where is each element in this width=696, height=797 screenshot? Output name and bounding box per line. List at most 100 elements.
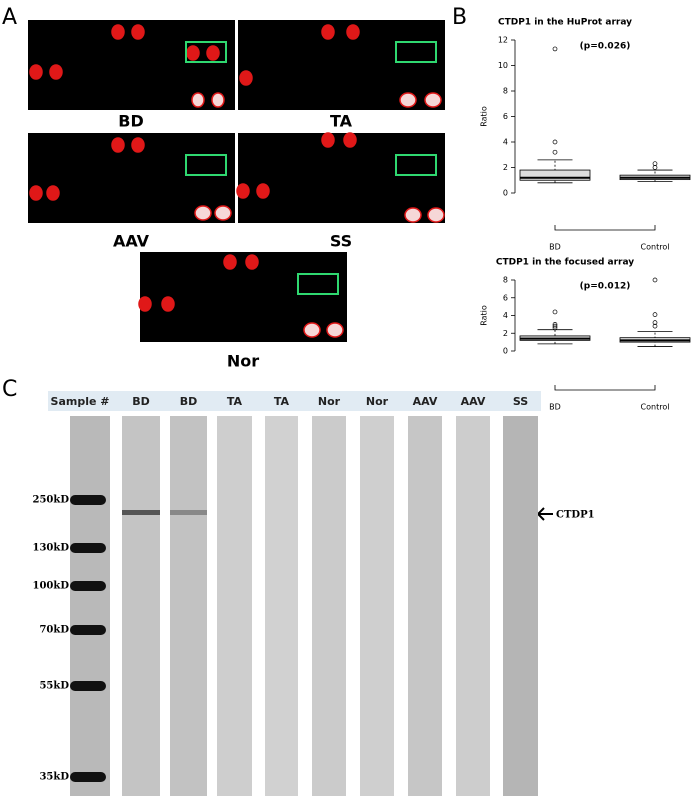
outlier — [652, 277, 658, 283]
y-axis-label: Ratio — [480, 106, 489, 127]
array-spot — [49, 64, 63, 80]
outlier — [552, 309, 558, 315]
lane-header: AAV — [461, 395, 486, 408]
ladder-band — [70, 581, 106, 591]
outlier — [652, 323, 658, 329]
outlier — [552, 149, 558, 155]
y-tick-label: 4 — [503, 311, 508, 320]
y-axis-label: Ratio — [480, 305, 489, 326]
x-tick-label: Control — [641, 243, 670, 252]
outlier — [652, 320, 658, 325]
panel-label: B — [452, 5, 467, 30]
array-spot — [29, 185, 43, 201]
array-spot — [131, 137, 145, 153]
highlight-box — [395, 154, 437, 176]
array-spot — [346, 24, 360, 40]
marker-label: 70kD — [39, 625, 69, 636]
highlight-box — [185, 154, 227, 176]
blot-lane — [456, 416, 490, 796]
ladder-band — [70, 772, 106, 782]
lane-header: TA — [227, 395, 243, 408]
array-label: BD — [118, 112, 143, 131]
y-tick-label: 0 — [503, 189, 508, 198]
marker-label: 35kD — [39, 772, 69, 783]
blot-lane — [170, 416, 207, 796]
outlier — [552, 46, 558, 52]
ladder-band — [70, 625, 106, 635]
array-spot — [404, 207, 422, 223]
blot-lane — [265, 416, 298, 796]
array-spot — [239, 70, 253, 86]
array-spot — [223, 254, 237, 270]
outlier — [552, 325, 558, 331]
array-spot — [326, 322, 344, 338]
outlier — [552, 139, 558, 145]
outlier — [552, 322, 558, 327]
array-spot — [236, 183, 250, 199]
p-value: (p=0.012) — [580, 282, 631, 292]
blot-lane — [408, 416, 442, 796]
array-spot — [303, 322, 321, 338]
array-spot — [245, 254, 259, 270]
y-tick-label: 12 — [498, 36, 508, 45]
panel-label: C — [2, 377, 17, 402]
lane-header: Nor — [366, 395, 389, 408]
array-spot — [186, 45, 200, 61]
box — [519, 169, 591, 181]
array-label: Nor — [227, 352, 259, 371]
array-spot — [211, 92, 225, 108]
blot-lane — [217, 416, 252, 796]
array-spot — [46, 185, 60, 201]
highlight-box — [395, 41, 437, 63]
x-tick-label: Control — [641, 403, 670, 412]
array-spot — [214, 205, 232, 221]
y-tick-label: 6 — [503, 293, 508, 302]
outlier — [652, 312, 658, 317]
x-tick-label: BD — [549, 243, 561, 252]
y-tick-label: 2 — [503, 163, 508, 172]
x-tick-label: BD — [549, 403, 561, 412]
y-tick-label: 8 — [503, 276, 508, 285]
lane-header: BD — [132, 395, 150, 408]
blot-header-band — [48, 391, 541, 411]
plot-title: CTDP1 in the focused array — [496, 258, 634, 268]
array-spot — [191, 92, 205, 108]
outlier — [552, 323, 558, 329]
y-tick-label: 4 — [503, 138, 508, 147]
lane-header: Sample # — [51, 395, 110, 408]
panel-label: A — [2, 5, 17, 30]
y-tick-label: 8 — [503, 87, 508, 96]
blot-lane — [503, 416, 538, 796]
blot-band — [170, 510, 207, 515]
ladder-band — [70, 495, 106, 505]
plot-title: CTDP1 in the HuProt array — [498, 18, 632, 28]
lane-header: TA — [274, 395, 290, 408]
lane-header: BD — [180, 395, 198, 408]
array-label: TA — [330, 112, 353, 131]
array-spot — [424, 92, 442, 108]
marker-label: 100kD — [33, 581, 70, 592]
blot-lane — [312, 416, 346, 796]
array-spot — [321, 24, 335, 40]
array-spot — [321, 132, 335, 148]
outlier — [652, 161, 658, 167]
marker-label: 55kD — [39, 681, 69, 692]
target-label: CTDP1 — [556, 510, 595, 521]
array-label: AAV — [113, 232, 150, 251]
array-spot — [138, 296, 152, 312]
ladder-band — [70, 681, 106, 691]
blot-lane — [122, 416, 160, 796]
y-tick-label: 0 — [503, 347, 508, 356]
array-label: SS — [330, 232, 352, 251]
blot-band — [122, 510, 160, 515]
highlight-box — [297, 273, 339, 295]
array-spot — [161, 296, 175, 312]
bracket — [554, 385, 656, 391]
array-spot — [131, 24, 145, 40]
y-tick-label: 2 — [503, 329, 508, 338]
array-spot — [111, 24, 125, 40]
array-spot — [399, 92, 417, 108]
lane-header: Nor — [318, 395, 341, 408]
ladder-band — [70, 543, 106, 553]
